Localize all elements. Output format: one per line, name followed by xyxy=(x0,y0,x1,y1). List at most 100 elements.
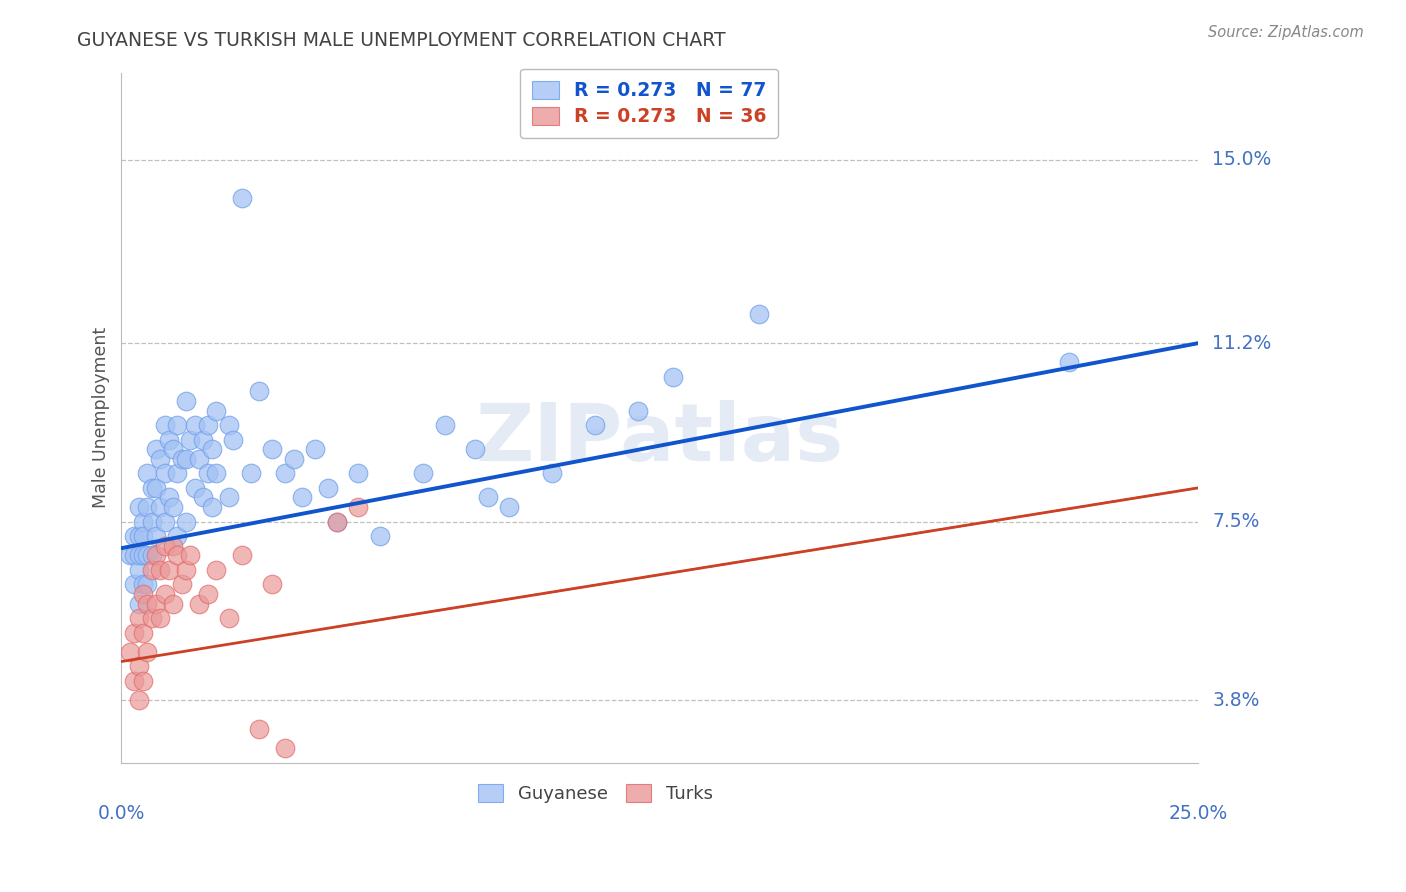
Point xyxy=(128,611,150,625)
Point xyxy=(132,587,155,601)
Point xyxy=(128,597,150,611)
Point xyxy=(166,418,188,433)
Point xyxy=(464,442,486,457)
Point xyxy=(179,549,201,563)
Point xyxy=(153,587,176,601)
Point xyxy=(153,515,176,529)
Point xyxy=(132,577,155,591)
Point xyxy=(141,481,163,495)
Point xyxy=(157,563,180,577)
Point xyxy=(477,491,499,505)
Point xyxy=(193,491,215,505)
Point xyxy=(170,577,193,591)
Point xyxy=(145,442,167,457)
Point xyxy=(128,500,150,515)
Point xyxy=(262,442,284,457)
Point xyxy=(149,563,172,577)
Legend: Guyanese, Turks: Guyanese, Turks xyxy=(471,777,720,810)
Point xyxy=(583,418,606,433)
Point xyxy=(174,563,197,577)
Point xyxy=(128,693,150,707)
Point xyxy=(627,403,650,417)
Point xyxy=(197,587,219,601)
Text: 11.2%: 11.2% xyxy=(1212,334,1271,352)
Point xyxy=(170,451,193,466)
Point xyxy=(283,451,305,466)
Point xyxy=(153,418,176,433)
Point xyxy=(368,529,391,543)
Point xyxy=(201,500,224,515)
Point xyxy=(120,549,142,563)
Point xyxy=(262,577,284,591)
Point xyxy=(166,467,188,481)
Point xyxy=(188,597,211,611)
Point xyxy=(205,563,228,577)
Point xyxy=(174,451,197,466)
Point xyxy=(239,467,262,481)
Text: 25.0%: 25.0% xyxy=(1168,805,1227,823)
Point xyxy=(498,500,520,515)
Point xyxy=(136,577,159,591)
Point xyxy=(174,394,197,409)
Point xyxy=(149,451,172,466)
Point xyxy=(162,539,184,553)
Point xyxy=(247,722,270,736)
Point xyxy=(157,433,180,447)
Point xyxy=(218,491,240,505)
Point xyxy=(201,442,224,457)
Point xyxy=(132,549,155,563)
Point xyxy=(128,563,150,577)
Point xyxy=(205,403,228,417)
Point xyxy=(128,549,150,563)
Point xyxy=(166,549,188,563)
Point xyxy=(120,645,142,659)
Point xyxy=(162,597,184,611)
Point xyxy=(183,481,205,495)
Point xyxy=(136,549,159,563)
Point xyxy=(412,467,434,481)
Point xyxy=(222,433,245,447)
Point xyxy=(124,577,146,591)
Point xyxy=(274,467,297,481)
Point xyxy=(141,563,163,577)
Point xyxy=(145,597,167,611)
Point xyxy=(183,418,205,433)
Point xyxy=(166,529,188,543)
Point xyxy=(153,539,176,553)
Point xyxy=(162,500,184,515)
Point xyxy=(149,611,172,625)
Text: Source: ZipAtlas.com: Source: ZipAtlas.com xyxy=(1208,25,1364,40)
Point xyxy=(662,370,685,384)
Point xyxy=(748,307,770,321)
Point xyxy=(162,442,184,457)
Point xyxy=(124,625,146,640)
Point xyxy=(141,549,163,563)
Point xyxy=(218,611,240,625)
Point xyxy=(136,645,159,659)
Text: ZIPatlas: ZIPatlas xyxy=(475,400,844,477)
Point xyxy=(128,659,150,673)
Y-axis label: Male Unemployment: Male Unemployment xyxy=(93,327,110,508)
Point xyxy=(197,467,219,481)
Point xyxy=(231,549,253,563)
Point xyxy=(136,597,159,611)
Point xyxy=(347,467,370,481)
Point xyxy=(197,418,219,433)
Point xyxy=(231,191,253,205)
Point xyxy=(247,384,270,399)
Point xyxy=(132,515,155,529)
Point xyxy=(145,549,167,563)
Point xyxy=(145,481,167,495)
Point xyxy=(145,529,167,543)
Point xyxy=(205,467,228,481)
Point xyxy=(132,673,155,688)
Point xyxy=(174,515,197,529)
Point xyxy=(153,467,176,481)
Text: GUYANESE VS TURKISH MALE UNEMPLOYMENT CORRELATION CHART: GUYANESE VS TURKISH MALE UNEMPLOYMENT CO… xyxy=(77,31,725,50)
Text: 7.5%: 7.5% xyxy=(1212,512,1260,531)
Point xyxy=(274,741,297,756)
Point xyxy=(541,467,564,481)
Point xyxy=(218,418,240,433)
Text: 3.8%: 3.8% xyxy=(1212,690,1260,710)
Point xyxy=(316,481,339,495)
